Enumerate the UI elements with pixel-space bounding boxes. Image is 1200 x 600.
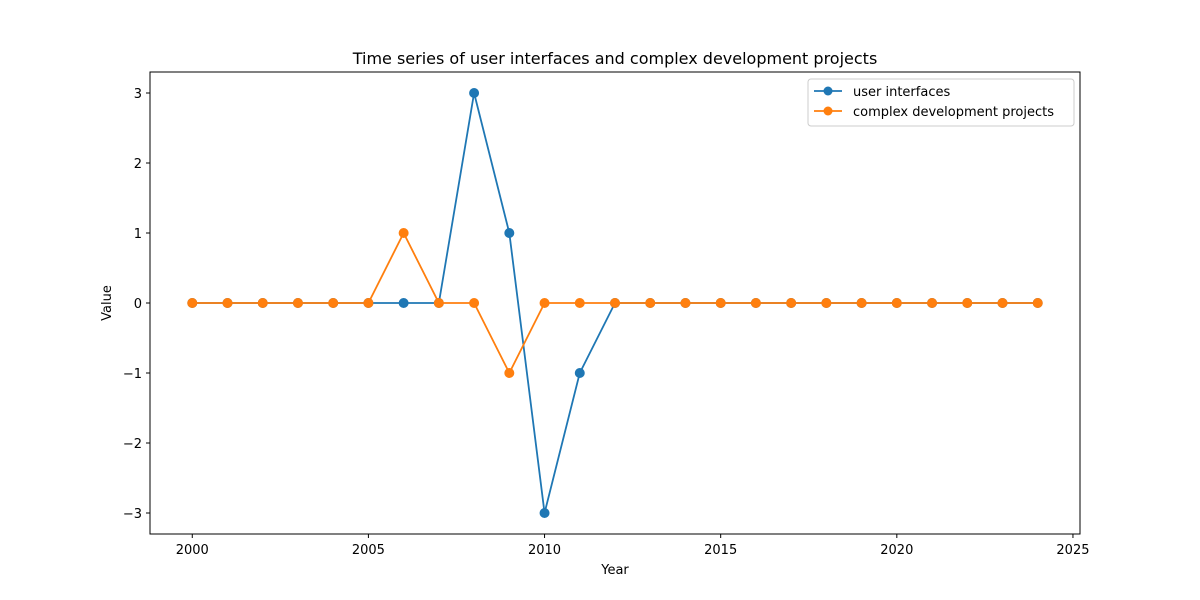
data-point bbox=[363, 298, 374, 308]
data-point bbox=[680, 298, 691, 308]
x-tick-label: 2000 bbox=[176, 543, 209, 558]
x-tick-label: 2005 bbox=[352, 543, 385, 558]
data-point bbox=[750, 298, 761, 308]
data-point bbox=[187, 298, 198, 308]
data-point bbox=[292, 298, 303, 308]
data-point bbox=[821, 298, 832, 308]
x-axis-label: Year bbox=[600, 563, 629, 578]
data-point bbox=[574, 368, 585, 378]
data-point bbox=[715, 298, 726, 308]
data-point bbox=[997, 298, 1008, 308]
y-tick-label: −2 bbox=[123, 437, 142, 452]
data-point bbox=[469, 298, 480, 308]
data-point bbox=[328, 298, 339, 308]
data-point bbox=[786, 298, 797, 308]
data-point bbox=[469, 88, 480, 98]
data-point bbox=[927, 298, 938, 308]
legend-entry: user interfaces bbox=[814, 85, 950, 100]
legend-label: user interfaces bbox=[853, 85, 950, 100]
x-tick-label: 2010 bbox=[528, 543, 561, 558]
x-tick-label: 2025 bbox=[1056, 543, 1089, 558]
data-point bbox=[645, 298, 656, 308]
legend-label: complex development projects bbox=[853, 105, 1054, 120]
y-axis-label: Value bbox=[100, 285, 115, 321]
y-tick-label: 0 bbox=[134, 297, 142, 312]
legend: user interfaces complex development proje… bbox=[807, 78, 1075, 127]
legend-marker bbox=[823, 86, 833, 96]
x-tick-label: 2015 bbox=[704, 543, 737, 558]
x-axis-ticks: 2000 2005 2010 2015 2020 2025 bbox=[176, 534, 1090, 558]
data-point bbox=[574, 298, 585, 308]
data-point bbox=[257, 298, 268, 308]
x-tick-label: 2020 bbox=[880, 543, 913, 558]
series-layer bbox=[187, 88, 1043, 518]
legend-box bbox=[807, 78, 1075, 127]
series-2 bbox=[187, 228, 1043, 378]
data-point bbox=[1032, 298, 1043, 308]
y-axis-ticks: −3 −2 −1 0 1 2 3 bbox=[123, 87, 150, 522]
data-point bbox=[433, 298, 444, 308]
legend-entry: complex development projects bbox=[814, 105, 1054, 120]
legend-marker bbox=[823, 106, 833, 116]
chart-title: Time series of user interfaces and compl… bbox=[352, 49, 878, 68]
y-tick-label: −3 bbox=[123, 507, 142, 522]
data-point bbox=[539, 508, 550, 518]
data-point bbox=[398, 298, 409, 308]
y-tick-label: 1 bbox=[134, 227, 142, 242]
data-point bbox=[891, 298, 902, 308]
data-point bbox=[962, 298, 973, 308]
y-tick-label: −1 bbox=[123, 367, 142, 382]
data-point bbox=[398, 228, 409, 238]
data-point bbox=[610, 298, 620, 308]
data-point bbox=[539, 298, 550, 308]
data-point bbox=[856, 298, 867, 308]
y-tick-label: 2 bbox=[134, 157, 142, 172]
y-tick-label: 3 bbox=[134, 87, 142, 102]
data-point bbox=[504, 228, 515, 238]
data-point bbox=[504, 368, 515, 378]
data-point bbox=[222, 298, 233, 308]
